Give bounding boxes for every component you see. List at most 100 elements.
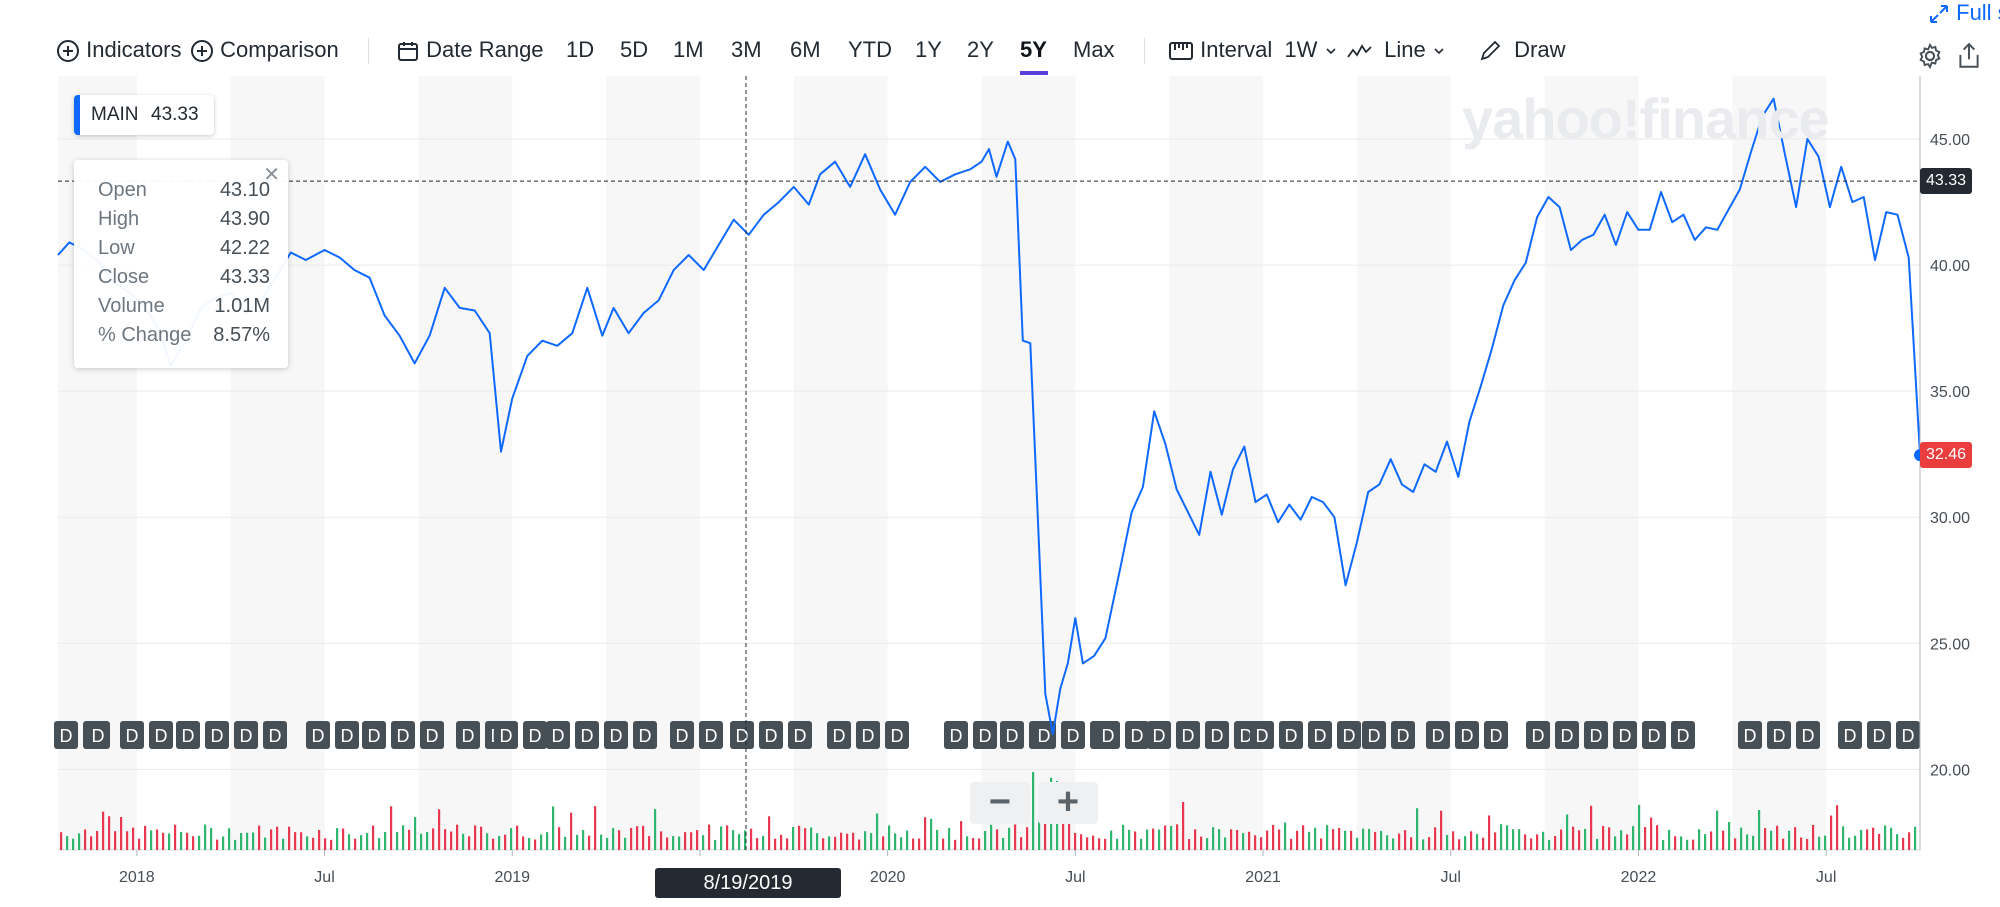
dividend-marker-label: D — [1873, 726, 1886, 746]
range-6m-button[interactable]: 6M — [790, 37, 821, 62]
dividend-marker — [730, 721, 754, 749]
volume-bar — [906, 830, 909, 850]
volume-bar — [858, 839, 861, 850]
dividend-marker-label: D — [891, 726, 904, 746]
volume-bar — [990, 824, 993, 850]
settings-icon[interactable] — [1916, 42, 1944, 70]
last-price-label: 32.46 — [1920, 442, 1972, 469]
volume-bar — [1356, 837, 1359, 850]
dividend-marker — [604, 721, 628, 749]
volume-bar — [624, 837, 627, 850]
comparison-button[interactable]: Comparison — [190, 34, 339, 66]
volume-bar — [378, 838, 381, 850]
y-tick-label: 25.00 — [1930, 636, 1970, 653]
volume-bar — [1398, 833, 1401, 850]
date-range-button[interactable]: Date Range — [396, 34, 544, 66]
volume-bar — [1344, 830, 1347, 850]
volume-bar — [930, 818, 933, 850]
volume-bar — [1212, 827, 1215, 850]
close-icon[interactable]: ✕ — [263, 164, 280, 186]
volume-bar — [1602, 826, 1605, 850]
dividend-marker — [205, 721, 229, 749]
volume-bar — [486, 833, 489, 850]
range-2y-button[interactable]: 2Y — [967, 37, 994, 62]
ruler-icon — [1169, 42, 1193, 61]
volume-bar — [654, 809, 657, 850]
volume-bar — [552, 806, 555, 850]
volume-bar — [726, 825, 729, 850]
indicators-button[interactable]: Indicators — [56, 34, 182, 66]
y-tick-label: 20.00 — [1930, 762, 1970, 779]
chart-type-button[interactable]: Line — [1346, 34, 1446, 66]
zoom-in-button[interactable]: + — [1038, 782, 1098, 824]
volume-bar — [450, 831, 453, 850]
range-5y-button[interactable]: 5Y — [1020, 37, 1047, 62]
volume-bar — [1866, 829, 1869, 850]
volume-bar — [1560, 829, 1563, 850]
symbol-value: 43.33 — [151, 104, 199, 125]
volume-bar — [1476, 834, 1479, 850]
volume-bar — [1026, 827, 1029, 850]
volume-bar — [1392, 838, 1395, 850]
range-1y-button[interactable]: 1Y — [915, 37, 942, 62]
volume-bar — [852, 832, 855, 850]
volume-bar — [1404, 830, 1407, 850]
dividend-marker-label: D — [1802, 726, 1815, 746]
volume-bar — [744, 830, 747, 850]
volume-bar — [270, 829, 273, 850]
dividend-marker-label: D — [397, 726, 410, 746]
volume-bar — [1002, 837, 1005, 850]
volume-bar — [1650, 817, 1653, 850]
dividend-marker — [944, 721, 968, 749]
range-max-button[interactable]: Max — [1073, 37, 1115, 62]
dividend-marker — [856, 721, 880, 749]
volume-bar — [1470, 831, 1473, 850]
x-tick-label: Jul — [1065, 869, 1085, 886]
dividend-marker — [1176, 721, 1200, 749]
share-icon[interactable] — [1956, 42, 1982, 70]
symbol-color-bar — [74, 95, 80, 135]
symbol-badge[interactable]: MAIN 43.33 — [74, 95, 214, 135]
volume-bar — [1332, 829, 1335, 850]
crosshair-price-label: 43.33 — [1920, 168, 1972, 195]
volume-bar — [1452, 831, 1455, 850]
interval-button[interactable]: Interval 1W — [1168, 34, 1338, 66]
range-1m-button[interactable]: 1M — [673, 37, 704, 62]
range-3m-button[interactable]: 3M — [731, 37, 762, 62]
high-value: 43.90 — [219, 208, 270, 230]
tooltip-row-high: High 43.90 — [98, 205, 270, 234]
volume-bar — [1110, 830, 1113, 850]
volume-bar — [390, 806, 393, 850]
draw-button[interactable]: Draw — [1478, 34, 1565, 66]
volume-bar — [648, 836, 651, 850]
volume-bar — [1116, 838, 1119, 850]
volume-bar — [1716, 810, 1719, 850]
volume-bar — [1218, 829, 1221, 850]
dividend-marker-label: D — [1285, 726, 1298, 746]
volume-bar — [1146, 829, 1149, 850]
fullscreen-label: Full s — [1956, 0, 2000, 25]
volume-bar — [1512, 829, 1515, 850]
volume-bar — [408, 829, 411, 850]
range-ytd-button[interactable]: YTD — [848, 37, 892, 62]
chevron-down-icon — [1434, 48, 1444, 55]
dividend-marker — [1096, 721, 1120, 749]
zoom-out-button[interactable]: − — [970, 782, 1030, 824]
dividend-marker-label: D — [705, 726, 718, 746]
fullscreen-button[interactable]: Full s — [1928, 0, 2000, 26]
volume-bar — [1464, 836, 1467, 850]
volume-bar — [714, 839, 717, 850]
volume-bar — [1422, 839, 1425, 850]
low-value: 42.22 — [219, 237, 270, 259]
volume-value: 1.01M — [214, 295, 270, 317]
volume-bar — [600, 834, 603, 850]
volume-bar — [1038, 803, 1041, 850]
volume-bar — [1044, 809, 1047, 850]
range-1d-button[interactable]: 1D — [566, 37, 595, 62]
volume-bar — [1638, 804, 1641, 850]
dividend-marker-label: D — [529, 726, 542, 746]
range-5d-button[interactable]: 5D — [620, 37, 649, 62]
volume-bar — [660, 831, 663, 850]
dividend-marker — [1308, 721, 1332, 749]
dividend-marker-label: D — [1131, 726, 1144, 746]
